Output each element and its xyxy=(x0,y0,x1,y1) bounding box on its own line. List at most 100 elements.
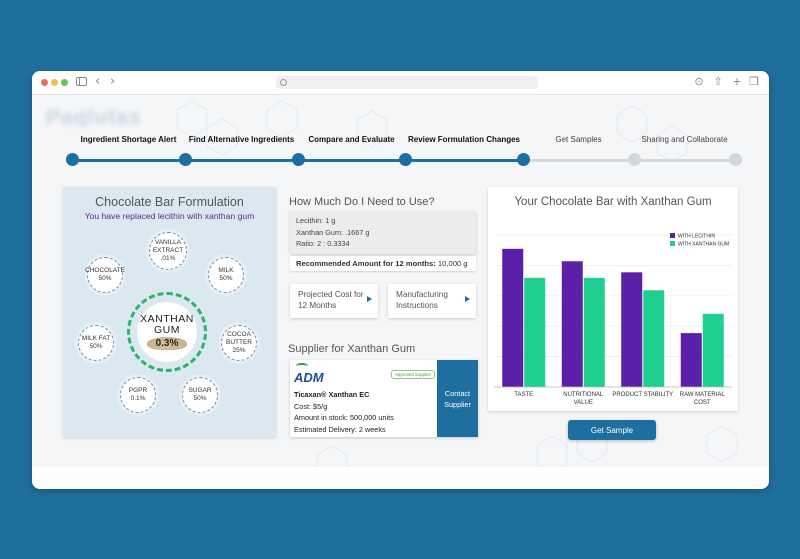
browser-window: ‹ › ⊙ ⇧ + ❐ Paqlutas Ingre xyxy=(32,71,769,489)
ingredient-value: 25% xyxy=(232,347,246,355)
usage-title: How Much Do I Need to Use? xyxy=(289,196,435,208)
step-label[interactable]: Find Alternative Ingredients xyxy=(188,135,295,144)
legend-label: WITH XANTHAN GUM xyxy=(678,242,729,248)
brand-logo: Paqlutas xyxy=(46,106,142,129)
page-content: Paqlutas Ingredient Shortage Alert Find A… xyxy=(32,96,769,489)
approved-supplier-badge: Approved Supplier xyxy=(391,370,436,379)
ingredient-circle[interactable]: VANILLA EXTRACT .01% xyxy=(149,232,187,270)
hexagon-background xyxy=(176,100,738,483)
stepper-node[interactable] xyxy=(399,153,412,166)
supplier-logo: ADM xyxy=(294,370,324,385)
usage-line: Ratio: 2 : 0.3334 xyxy=(296,239,350,248)
formulation-title: Chocolate Bar Formulation xyxy=(95,195,244,209)
chart-category-label: PRODUCT STABILITY xyxy=(612,392,673,398)
ingredient-name: MILK xyxy=(218,266,234,274)
step-label[interactable]: Ingredient Shortage Alert xyxy=(80,135,177,144)
stepper-track xyxy=(523,159,634,162)
download-icon[interactable]: ⊙ xyxy=(694,75,704,88)
center-line2: GUM xyxy=(154,324,180,336)
get-sample-button[interactable]: Get Sample xyxy=(568,420,656,440)
stepper-node[interactable] xyxy=(628,153,641,166)
ingredient-value: 50% xyxy=(89,343,103,350)
ingredient-name: SUGAR xyxy=(188,386,212,394)
supplier-title: Supplier for Xanthan Gum xyxy=(288,343,416,355)
chart-bar xyxy=(502,248,524,387)
projected-cost-button[interactable]: Projected Cost for 12 Months xyxy=(290,284,378,318)
supplier-stock: Amount in stock: 500,000 units xyxy=(294,413,394,422)
minimize-window-button[interactable] xyxy=(51,79,58,86)
back-arrow-icon[interactable]: ‹ xyxy=(95,74,101,89)
bar-chart: TASTE NUTRITIONAL VALUE PRODUCT STABILITY RA… xyxy=(494,233,732,406)
address-bar[interactable] xyxy=(276,76,538,89)
center-value: 0.3% xyxy=(155,338,179,350)
chart-bar xyxy=(524,277,546,387)
stepper-track xyxy=(298,159,405,162)
usage-box: Lecithin: 1 g Xanthan Gum: .1667 g Ratio… xyxy=(290,211,476,254)
ingredient-circle[interactable]: MILK FAT 50% xyxy=(78,325,114,361)
chart-bar xyxy=(621,272,643,387)
formulation-card: Chocolate Bar Formulation You have repla… xyxy=(63,187,276,437)
recommended-amount: Recommended Amount for 12 months: 10,000… xyxy=(290,256,476,271)
close-window-button[interactable] xyxy=(41,79,48,86)
chart-bar xyxy=(561,261,583,387)
ingredient-circle[interactable]: CHOCOLATE 50% xyxy=(85,257,125,293)
step-label[interactable]: Sharing and Collaborate xyxy=(641,135,728,144)
forward-arrow-icon[interactable]: › xyxy=(110,74,116,89)
ingredient-name: PGPR xyxy=(128,386,148,394)
ingredient-value: 0.1% xyxy=(130,395,146,402)
contact-supplier-label: Contact Supplier xyxy=(444,388,471,409)
manufacturing-instructions-button[interactable]: Manufacturing Instructions xyxy=(388,284,476,318)
step-label[interactable]: Compare and Evaluate xyxy=(308,135,395,144)
chart-category-label: TASTE xyxy=(514,392,533,398)
chevron-right-icon xyxy=(465,296,470,302)
legend-label: WITH LECITHIN xyxy=(678,234,715,240)
supplier-cost: Cost: $5/g xyxy=(294,401,328,411)
manufacturing-label: Manufacturing Instructions xyxy=(396,290,448,310)
usage-line: Xanthan Gum: .1667 g xyxy=(296,227,370,237)
step-label[interactable]: Get Samples xyxy=(555,135,602,144)
ingredient-name: VANILLA EXTRACT xyxy=(152,238,184,254)
new-tab-icon[interactable]: + xyxy=(732,75,742,88)
supplier-product: Ticaxan® Xanthan EC xyxy=(294,390,370,399)
usage-line: Lecithin: 1 g xyxy=(296,216,336,225)
maximize-window-button[interactable] xyxy=(61,79,68,86)
ingredient-value: 50% xyxy=(193,395,207,402)
stepper-track xyxy=(405,159,523,162)
stepper-node[interactable] xyxy=(292,153,305,166)
sidebar-toggle-icon[interactable] xyxy=(76,77,87,86)
stepper-track xyxy=(72,159,185,162)
site-info-icon[interactable] xyxy=(280,79,287,86)
ingredient-circle[interactable]: MILK 50% xyxy=(208,257,244,293)
chart-card: Your Chocolate Bar with Xanthan Gum TAST… xyxy=(488,187,738,411)
ingredient-value: .01% xyxy=(160,255,176,263)
supplier-delivery: Estimated Delivery: 2 weeks xyxy=(294,424,386,434)
tab-overview-icon[interactable]: ❐ xyxy=(749,75,759,88)
ingredient-circle[interactable]: PGPR 0.1% xyxy=(120,377,156,413)
chart-bar xyxy=(583,277,605,387)
chart-category-label: NUTRITIONAL VALUE xyxy=(563,392,604,406)
ingredient-circle[interactable]: COCOA BUTTER 25% xyxy=(221,325,257,361)
chart-bar xyxy=(680,333,702,387)
chart-category-label: RAW MATERIAL COST xyxy=(680,392,726,406)
adm-leaf-icon xyxy=(296,363,308,369)
xanthan-gum-center[interactable]: XANTHAN GUM 0.3% xyxy=(127,292,207,372)
stepper-node[interactable] xyxy=(517,153,530,166)
stepper-track xyxy=(634,159,735,162)
chevron-right-icon xyxy=(367,296,372,302)
ingredient-name: COCOA BUTTER xyxy=(226,330,252,346)
ingredient-value: 50% xyxy=(219,275,233,282)
chart-title: Your Chocolate Bar with Xanthan Gum xyxy=(514,196,712,208)
supplier-card: ADM Approved Supplier Ticaxan® Xanthan E… xyxy=(290,360,478,437)
recommended-value: 10,000 g xyxy=(437,259,468,268)
progress-stepper: Ingredient Shortage Alert Find Alternativ… xyxy=(66,135,742,177)
chart-bar xyxy=(643,290,665,387)
projected-cost-label: Projected Cost for 12 Months xyxy=(298,290,364,310)
ingredient-circle[interactable]: SUGAR 50% xyxy=(182,377,218,413)
share-icon[interactable]: ⇧ xyxy=(713,75,723,88)
stepper-node[interactable] xyxy=(66,153,79,166)
step-label[interactable]: Review Formulation Changes xyxy=(407,135,521,144)
ingredient-name: MILK FAT xyxy=(81,334,111,342)
stepper-node[interactable] xyxy=(179,153,192,166)
contact-supplier-button[interactable]: Contact Supplier xyxy=(437,360,478,437)
stepper-node[interactable] xyxy=(729,153,742,166)
